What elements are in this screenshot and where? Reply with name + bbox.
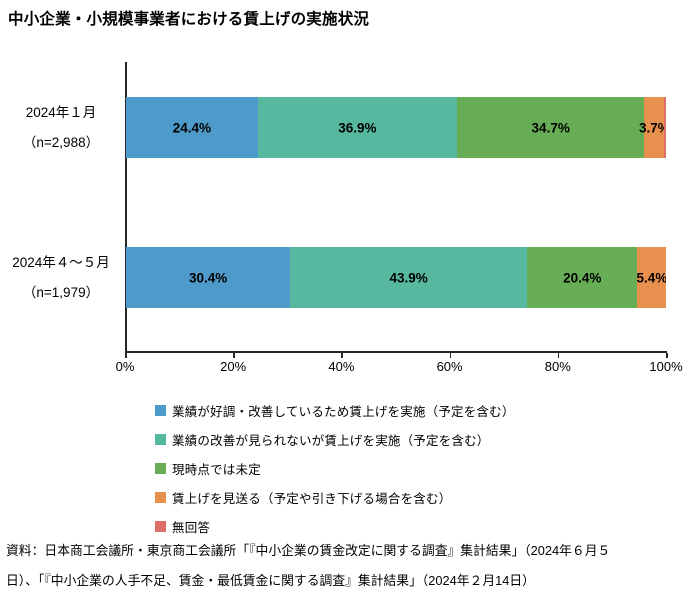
legend-item: 現時点では未定 — [155, 454, 515, 483]
axis-tick — [341, 352, 343, 358]
segment-value-label: 24.4% — [172, 120, 212, 135]
legend-swatch-icon — [155, 434, 166, 445]
segment-value-label: 5.4% — [636, 270, 666, 285]
legend-swatch-icon — [155, 463, 166, 474]
category-label: 2024年４～５月 （n=1,979） — [0, 248, 122, 308]
legend-label: 業績が好調・改善しているため賃上げを実施（予定を含む） — [172, 405, 515, 419]
legend-item: 賃上げを見送る（予定や引き下げる場合を含む） — [155, 483, 515, 512]
bar-segment: 30.4% — [126, 247, 291, 308]
category-sample-size: （n=1,979） — [22, 284, 100, 300]
segment-value-label: 3.7% — [638, 120, 666, 135]
segment-value-label: 20.4% — [563, 270, 602, 285]
axis-tick-label: 20% — [220, 359, 247, 374]
axis-tick-label: 100% — [649, 359, 683, 374]
segment-value-label: 30.4% — [188, 270, 228, 285]
source-line-2: 日）、「『中小企業の人手不足、賃金・最低賃金に関する調査』集計結果」（2024年… — [6, 573, 535, 588]
category-name: 2024年４～５月 — [12, 254, 110, 270]
category-name: 2024年１月 — [25, 104, 97, 120]
axis-tick — [449, 352, 452, 358]
bar-segment: 36.9% — [257, 97, 457, 158]
x-axis-line — [125, 351, 667, 353]
bar-segment: 20.4% — [527, 247, 638, 308]
axis-tick-label: 0% — [115, 359, 135, 374]
category-label: 2024年１月 （n=2,988） — [0, 98, 122, 158]
legend: 業績が好調・改善しているため賃上げを実施（予定を含む） 業績の改善が見られないが賃… — [155, 396, 515, 541]
source-line-1: 資料：日本商工会議所・東京商工会議所「『中小企業の賃金改定に関する調査』集計結果… — [6, 543, 611, 558]
bar-segment: 24.4% — [126, 97, 258, 158]
legend-item: 業績の改善が見られないが賃上げを実施（予定を含む） — [155, 425, 515, 454]
segment-value-label: 43.9% — [389, 270, 428, 285]
category-sample-size: （n=2,988） — [22, 134, 100, 150]
segment-value-label: 36.9% — [338, 120, 377, 135]
bar-segment: 34.7% — [457, 97, 645, 158]
axis-tick-label: 40% — [328, 359, 355, 374]
source-note: 資料：日本商工会議所・東京商工会議所「『中小企業の賃金改定に関する調査』集計結果… — [6, 536, 696, 596]
legend-label: 業績の改善が見られないが賃上げを実施（予定を含む） — [172, 434, 490, 448]
legend-label: 無回答 — [172, 521, 211, 535]
bar-segment: 43.9% — [290, 247, 528, 308]
legend-label: 賃上げを見送る（予定や引き下げる場合を含む） — [172, 492, 452, 506]
axis-tick — [666, 352, 668, 358]
axis-tick-label: 60% — [436, 359, 463, 374]
axis-tick — [557, 352, 560, 358]
bar-segment: 3.7% — [639, 97, 666, 158]
axis-tick — [233, 352, 235, 358]
bar-segment — [664, 97, 666, 158]
stacked-bar: 30.4% 43.9% 20.4% 5.4% — [126, 247, 666, 308]
legend-item: 業績が好調・改善しているため賃上げを実施（予定を含む） — [155, 396, 515, 425]
bar-segment: 5.4% — [637, 247, 666, 308]
chart-title: 中小企業・小規模事業者における賃上げの実施状況 — [8, 11, 370, 28]
legend-swatch-icon — [155, 405, 166, 416]
segment-value-label: 34.7% — [531, 120, 570, 135]
legend-item: 無回答 — [155, 512, 515, 541]
legend-swatch-icon — [155, 492, 166, 503]
bar-row: 2024年４～５月 （n=1,979） 30.4% 43.9% 20.4% 5.4% — [0, 247, 700, 308]
legend-label: 現時点では未定 — [172, 463, 261, 477]
axis-tick-label: 80% — [544, 359, 571, 374]
bar-row: 2024年１月 （n=2,988） 24.4% 36.9% 34.7% 3.7% — [0, 97, 700, 158]
stacked-bar: 24.4% 36.9% 34.7% 3.7% — [126, 97, 666, 158]
legend-swatch-icon — [155, 521, 166, 532]
axis-tick — [125, 352, 127, 358]
y-axis-line — [125, 62, 127, 356]
